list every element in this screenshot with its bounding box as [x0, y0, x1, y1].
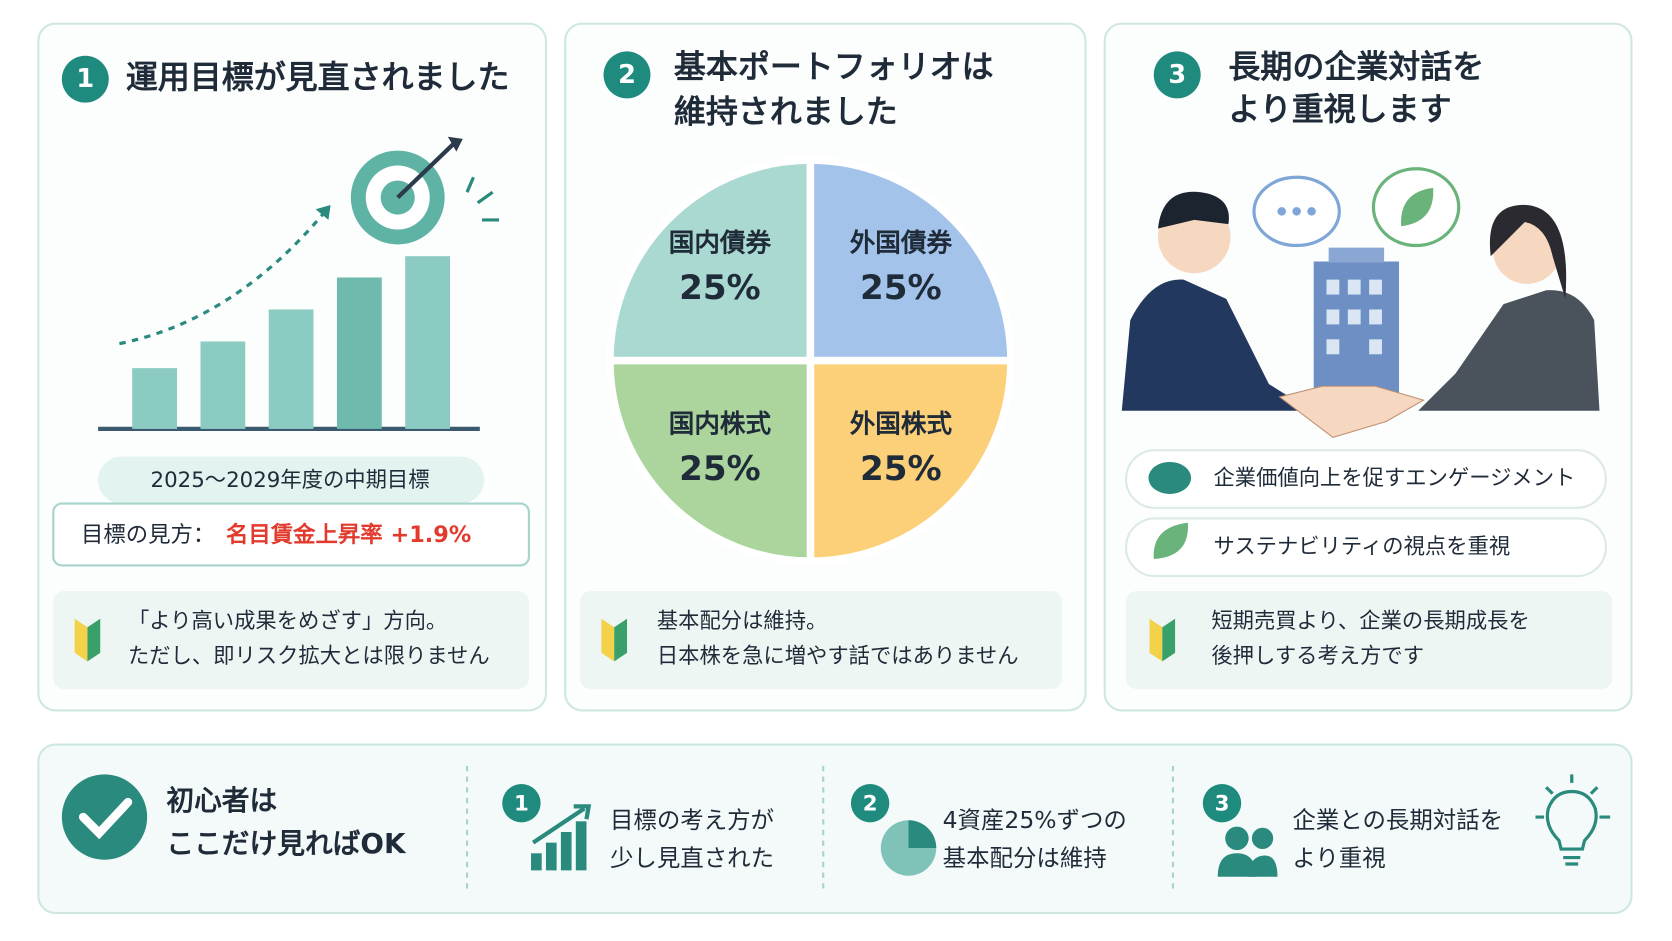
- pie-slice: [806, 156, 1015, 365]
- point-text: サステナビリティの視点を重視: [1213, 534, 1510, 559]
- check-icon: [61, 774, 148, 860]
- panel-title: 運用目標が見直されました: [126, 58, 510, 96]
- goal-period: 2025〜2029年度の中期目標: [151, 468, 430, 493]
- point-pills: [1124, 449, 1607, 578]
- pie-slice: [606, 156, 815, 365]
- panel-title: 基本ポートフォリオは: [674, 47, 994, 85]
- number-badge: [1153, 51, 1201, 99]
- number: 3: [1168, 60, 1186, 90]
- summary-text: 基本配分は維持: [943, 844, 1107, 872]
- pie-slice: [606, 356, 815, 565]
- number: 1: [76, 64, 94, 94]
- summary-text: より重視: [1292, 844, 1385, 872]
- slice-value: 25%: [860, 268, 942, 308]
- panel-title: より重視します: [1228, 90, 1451, 128]
- summary-text: 少し見直された: [610, 844, 774, 872]
- panel-title: 長期の企業対話を: [1228, 47, 1484, 85]
- slice-label: 外国株式: [850, 410, 953, 440]
- leaf-icon: [1153, 522, 1189, 560]
- note-text: 基本配分は維持。: [657, 609, 828, 634]
- chat-icon: [1148, 461, 1192, 494]
- number: 2: [618, 60, 636, 90]
- summary-text: 4資産25%ずつの: [943, 806, 1127, 834]
- bulb-icon: [1535, 774, 1611, 866]
- goal-box: [52, 502, 530, 567]
- goal-value: 名目賃金上昇率 +1.9%: [226, 521, 471, 548]
- beginner-marks: [74, 618, 1176, 662]
- panel-title: 維持されました: [674, 92, 898, 130]
- slice-value: 25%: [679, 268, 761, 308]
- pie-slice: [806, 356, 1015, 565]
- number-badge: [603, 51, 651, 99]
- dialogue-illustration: [1121, 167, 1600, 439]
- number: 1: [514, 791, 529, 816]
- number: 3: [1215, 791, 1230, 816]
- slice-value: 25%: [679, 449, 761, 489]
- number-badge: [850, 784, 890, 823]
- slice-value: 25%: [860, 449, 942, 489]
- check-mark: [78, 797, 133, 840]
- goal-label: 目標の見方：: [81, 522, 215, 548]
- growth-illustration: [98, 136, 500, 432]
- summary-text: 企業との長期対話を: [1292, 806, 1503, 834]
- period-pill: [98, 456, 485, 504]
- note-text: 「より高い成果をめざす」方向。: [128, 608, 447, 634]
- note-text: 短期売買より、企業の長期成長を: [1211, 609, 1529, 634]
- summary-title: 初心者は: [166, 784, 277, 817]
- slice-label: 外国債券: [850, 229, 953, 259]
- number-badge: [61, 55, 109, 103]
- slice-label: 国内株式: [669, 410, 772, 440]
- number-badge: [1202, 784, 1242, 823]
- note-text: ただし、即リスク拡大とは限りません: [128, 644, 490, 669]
- number-badge: [502, 784, 541, 823]
- summary-title: ここだけ見ればOK: [166, 827, 407, 860]
- point-text: 企業価値向上を促すエンゲージメント: [1213, 466, 1575, 491]
- number: 2: [863, 791, 878, 816]
- note-boxes: [53, 590, 1613, 690]
- slice-label: 国内債券: [669, 229, 772, 259]
- summary-icons: [531, 804, 1278, 877]
- summary-text: 目標の考え方が: [610, 806, 774, 834]
- note-text: 後押しする考え方です: [1211, 644, 1424, 669]
- note-text: 日本株を急に増やす話ではありません: [657, 644, 1019, 669]
